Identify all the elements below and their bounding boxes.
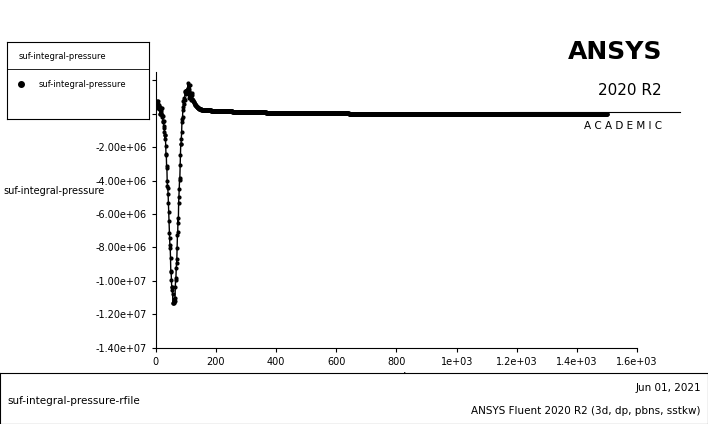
Text: A C A D E M I C: A C A D E M I C (584, 121, 662, 131)
Text: suf-integral-pressure: suf-integral-pressure (38, 80, 126, 89)
Text: suf-integral-pressure: suf-integral-pressure (4, 186, 105, 196)
Text: Jun 01, 2021: Jun 01, 2021 (635, 383, 701, 393)
Text: ANSYS Fluent 2020 R2 (3d, dp, pbns, sstkw): ANSYS Fluent 2020 R2 (3d, dp, pbns, sstk… (472, 406, 701, 416)
Text: 2020 R2: 2020 R2 (598, 83, 662, 98)
Text: ANSYS: ANSYS (568, 40, 662, 64)
Text: suf-integral-pressure-rfile: suf-integral-pressure-rfile (7, 396, 140, 406)
X-axis label: Iteration: Iteration (370, 372, 423, 385)
Text: suf-integral-pressure: suf-integral-pressure (18, 52, 106, 61)
